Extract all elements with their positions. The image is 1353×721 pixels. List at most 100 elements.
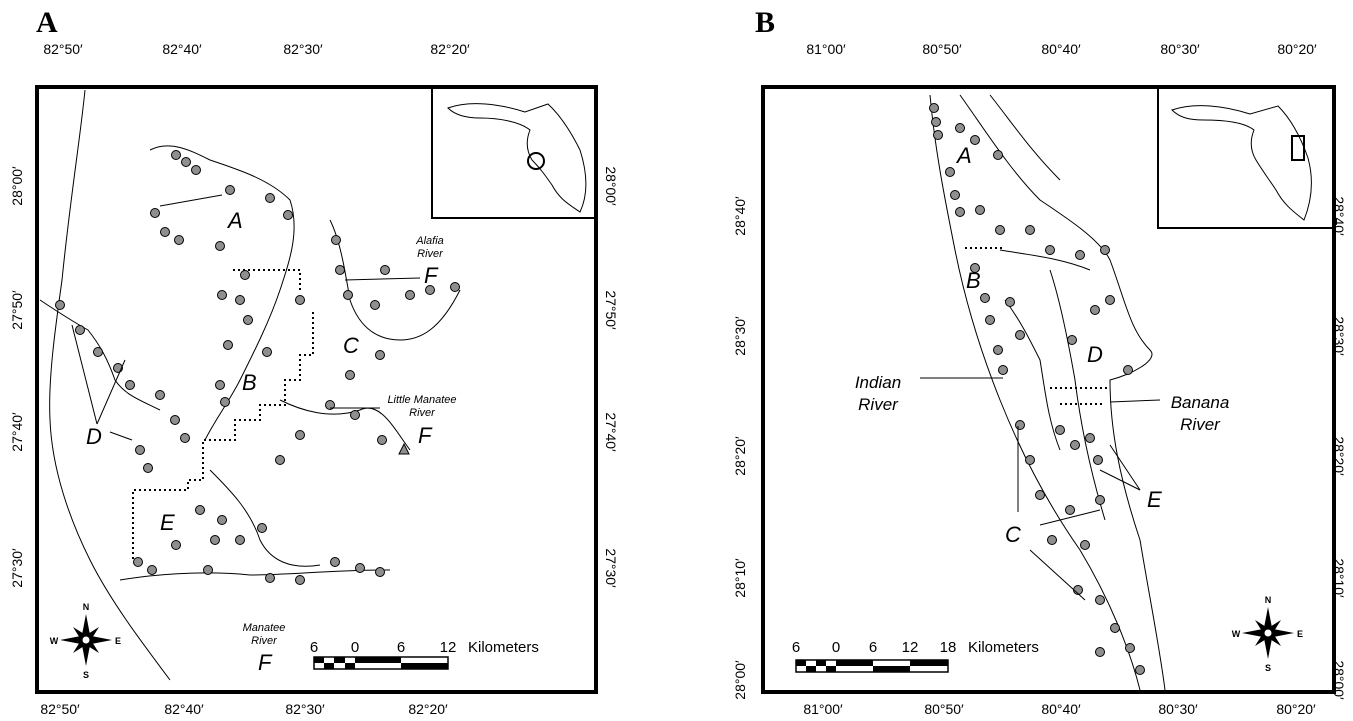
compass-e: E <box>1297 629 1303 639</box>
panel-a-zone-label: E <box>160 510 175 535</box>
station-marker <box>335 265 345 275</box>
station-marker <box>985 315 995 325</box>
panel-b-bottom-tick: 80°30′ <box>1158 701 1198 717</box>
panel-b-top-tick: 80°30′ <box>1160 41 1200 57</box>
station-marker <box>1123 365 1133 375</box>
station-marker <box>1075 250 1085 260</box>
panel-a-top-tick: 82°30′ <box>283 41 323 57</box>
panel-a-river-label: Manatee <box>243 622 286 634</box>
panel-a-left-tick: 27°30′ <box>9 548 25 588</box>
station-marker <box>1125 643 1135 653</box>
station-marker <box>195 505 205 515</box>
panel-a-river-label: Alafia <box>415 235 444 247</box>
panel-a-bottom-tick: 82°40′ <box>164 701 204 717</box>
station-marker <box>295 430 305 440</box>
station-marker <box>345 370 355 380</box>
panel-a-top-tick: 82°40′ <box>162 41 202 57</box>
station-marker <box>1090 305 1100 315</box>
station-marker <box>350 410 360 420</box>
station-marker <box>265 193 275 203</box>
panel-a-river-label: Little Manatee <box>387 394 456 406</box>
station-marker <box>181 157 191 167</box>
scale-label: 6 <box>397 639 405 656</box>
panel-a-letter: A <box>36 6 58 39</box>
panel-b-river-label: River <box>858 395 899 414</box>
station-marker <box>1135 665 1145 675</box>
station-marker <box>1055 425 1065 435</box>
panel-b-leader-lines <box>920 377 1161 601</box>
station-marker <box>125 380 135 390</box>
panel-b-zone-label: B <box>966 268 981 293</box>
panel-b-zone-label: C <box>1005 522 1021 547</box>
panel-b-frame <box>761 85 1336 694</box>
panel-b-bottom-tick: 80°40′ <box>1041 701 1081 717</box>
panel-a-zone-label: F <box>258 650 273 675</box>
station-marker <box>331 235 341 245</box>
panel-a-frame <box>35 85 598 694</box>
station-marker <box>170 415 180 425</box>
panel-a-left-tick: 27°50′ <box>9 290 25 330</box>
station-marker <box>93 347 103 357</box>
scale-unit: Kilometers <box>468 639 539 656</box>
compass-w: W <box>1232 629 1241 639</box>
panel-a-zone-label: F <box>424 263 439 288</box>
panel-b-stations <box>929 103 1145 675</box>
panel-b-compass-icon: N S E W <box>1232 595 1303 673</box>
station-marker <box>380 265 390 275</box>
compass-n: N <box>1265 595 1272 605</box>
station-marker <box>203 565 213 575</box>
station-marker <box>143 463 153 473</box>
station-marker <box>275 455 285 465</box>
triangle-station-marker <box>398 442 410 455</box>
station-marker <box>215 380 225 390</box>
station-marker <box>243 315 253 325</box>
panel-a-river-label: River <box>251 635 278 647</box>
station-marker <box>1100 245 1110 255</box>
panel-a-zone-label: A <box>226 208 243 233</box>
panel-b-river-label: Banana <box>1171 393 1230 412</box>
station-marker <box>995 225 1005 235</box>
panel-a-left-tick: 27°40′ <box>9 412 25 452</box>
station-marker <box>1025 225 1035 235</box>
panel-a-top-tick: 82°20′ <box>430 41 470 57</box>
scale-label: 6 <box>869 639 877 656</box>
station-marker <box>160 227 170 237</box>
station-marker <box>405 290 415 300</box>
panel-b-top-tick: 80°20′ <box>1277 41 1317 57</box>
station-marker <box>375 567 385 577</box>
station-marker <box>133 557 143 567</box>
panel-b-left-tick: 28°40′ <box>732 196 748 236</box>
station-marker <box>1035 490 1045 500</box>
panel-b-coastline <box>929 94 1166 691</box>
station-marker <box>174 235 184 245</box>
panel-b: B 81°00′ 80°50′ 80°40′ 80°30′ 80°20′ 81°… <box>732 6 1347 717</box>
panel-a-bottom-tick: 82°30′ <box>285 701 325 717</box>
station-marker <box>975 205 985 215</box>
panel-a-stations <box>55 150 460 585</box>
panel-a-scale-bar: 6 0 6 12 Kilometers <box>310 639 539 670</box>
panel-b-left-tick: 28°20′ <box>732 436 748 476</box>
station-marker <box>225 185 235 195</box>
station-marker <box>355 563 365 573</box>
panel-a-left-tick: 28°00′ <box>9 166 25 206</box>
station-marker <box>220 397 230 407</box>
station-marker <box>425 285 435 295</box>
station-marker <box>1093 455 1103 465</box>
station-marker <box>265 573 275 583</box>
scale-unit: Kilometers <box>968 639 1039 656</box>
station-marker <box>1095 647 1105 657</box>
station-marker <box>993 150 1003 160</box>
panel-b-letter: B <box>755 6 775 39</box>
panel-b-river-label: River <box>1180 415 1221 434</box>
panel-a-zone-label: C <box>343 333 359 358</box>
station-marker <box>1005 297 1015 307</box>
station-marker <box>993 345 1003 355</box>
panel-a-right-tick: 27°30′ <box>603 548 619 588</box>
station-marker <box>55 300 65 310</box>
panel-b-bottom-tick: 81°00′ <box>803 701 843 717</box>
station-marker <box>1067 335 1077 345</box>
panel-b-top-tick: 80°40′ <box>1041 41 1081 57</box>
compass-s: S <box>83 670 89 680</box>
panel-b-zone-label: D <box>1087 342 1103 367</box>
